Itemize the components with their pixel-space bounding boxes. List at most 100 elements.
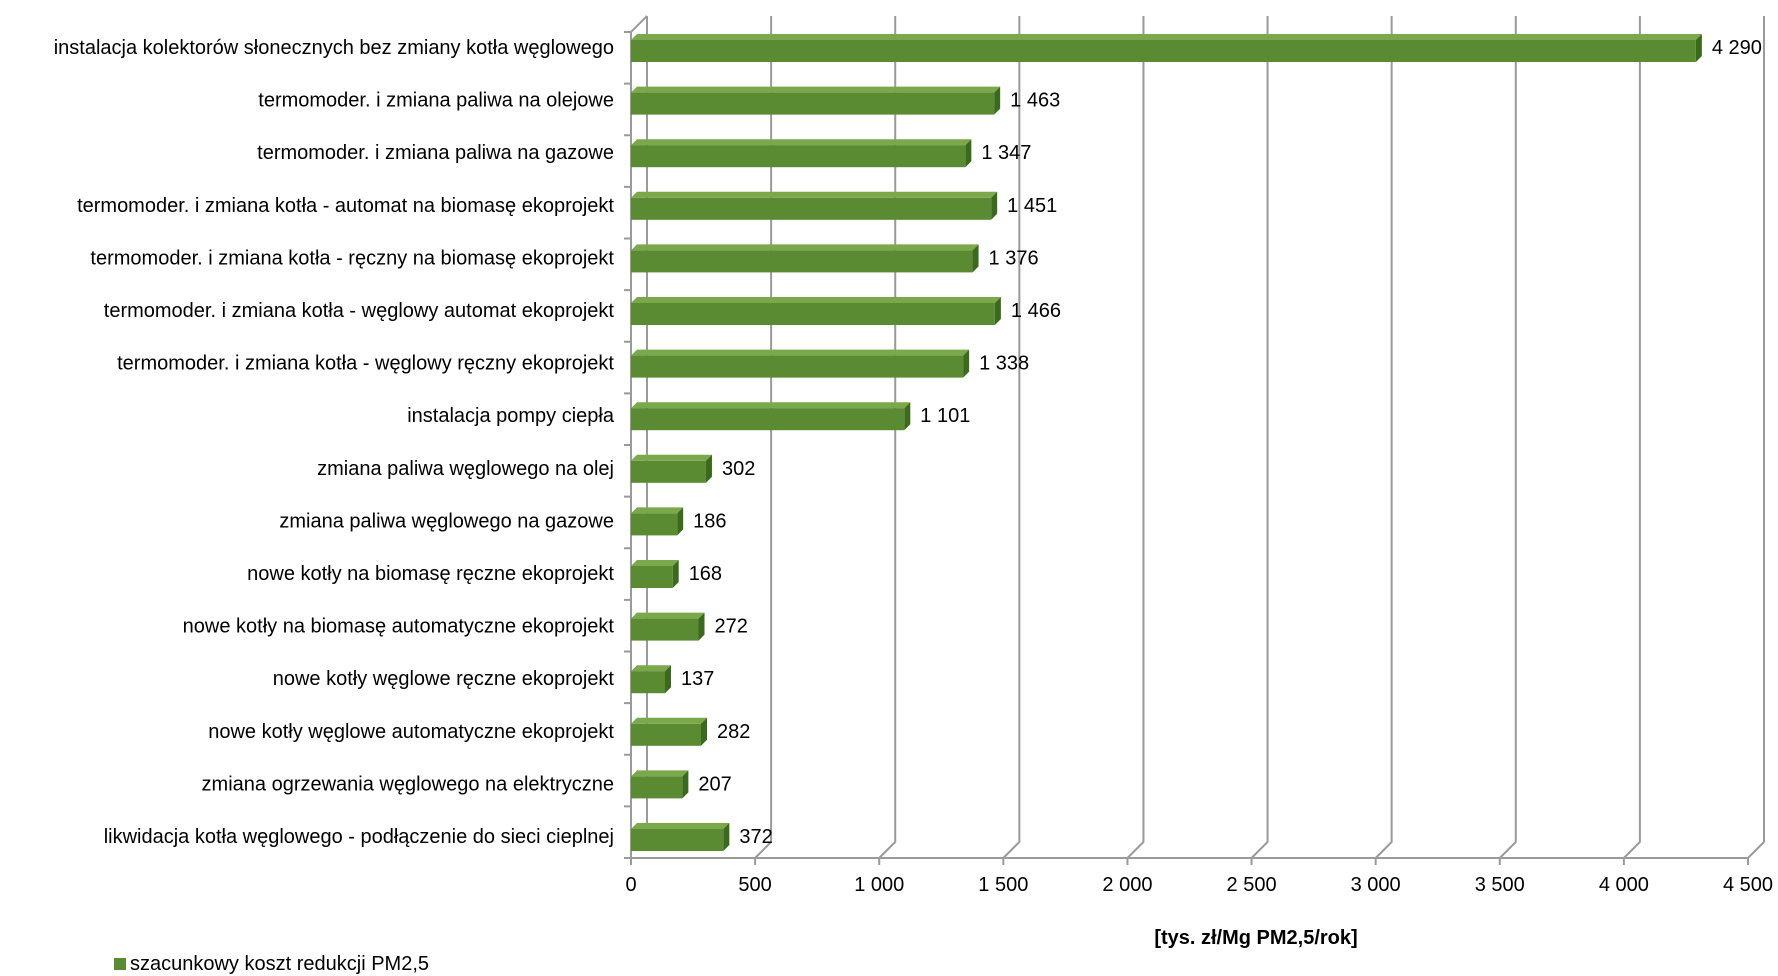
bar [631,408,905,431]
bar-value-label: 272 [715,616,748,638]
legend-label: szacunkowy koszt redukcji PM2,5 [130,953,429,975]
category-label: termomoder. i zmiana kotła - węglowy aut… [104,300,615,322]
bar-value-label: 4 290 [1712,37,1762,59]
bar [631,671,666,694]
bar-value-label: 1 451 [1007,195,1057,217]
x-tick-label: 3 000 [1351,874,1401,896]
x-tick-label: 3 500 [1475,874,1525,896]
bar-top-face [631,139,972,146]
x-gridline [1499,16,1517,859]
bar-side-face [677,507,684,536]
labels-layer: 4 290 instalacja kolektorów słonecznych b… [54,37,1762,848]
bar [631,355,964,378]
bar-value-label: 1 376 [989,247,1039,269]
bar-top-face [631,297,1001,303]
category-label: termomoder. i zmiana paliwa na gazowe [257,142,614,164]
category-label: termomoder. i zmiana kotła - ręczny na b… [90,247,614,269]
bar [631,303,995,325]
bar-value-label: 137 [681,668,714,690]
bar-top-face [631,86,1001,93]
bar [631,566,673,588]
bar-value-label: 302 [722,458,755,480]
x-tick-label: 1 500 [978,874,1028,896]
category-label: instalacja pompy ciepła [407,405,615,427]
category-label: nowe kotły węglowe ręczne ekoprojekt [273,668,615,690]
bar-side-face [1695,34,1702,62]
bar-side-face [705,454,712,483]
x-gridline [1747,16,1765,859]
x-gridline [754,16,773,859]
bar-top-face [631,402,911,409]
category-label: zmiana paliwa węglowego na gazowe [279,510,614,532]
bar-side-face [965,139,972,168]
bars-layer [631,34,1702,851]
bar-side-face [665,665,672,694]
bar [631,618,699,641]
bar-value-label: 186 [693,510,726,532]
bar-side-face [682,770,689,799]
category-label: termomoder. i zmiana kotła - automat na … [77,195,614,217]
bar-top-face [631,665,672,672]
bar-value-label: 168 [689,563,722,585]
bar-top-face [631,34,1702,40]
x-tick-label: 1 000 [854,874,904,896]
bar-value-label: 1 338 [979,353,1029,375]
x-gridline [1623,16,1641,859]
legend: szacunkowy koszt redukcji PM2,5 [114,953,429,975]
bar-side-face [991,191,998,220]
category-label: termomoder. i zmiana paliwa na olejowe [258,90,614,112]
x-gridline [878,16,897,859]
bar-top-face [631,349,970,356]
bar [631,145,966,168]
bar [631,250,973,273]
bar-side-face [963,349,970,378]
bar-value-label: 1 347 [981,142,1031,164]
bar-top-face [631,454,712,461]
bar [631,829,724,851]
bar-top-face [631,770,689,777]
bar-value-label: 1 466 [1011,300,1061,322]
bar-value-label: 1 463 [1010,90,1060,112]
bar-value-label: 282 [717,721,750,743]
bar-side-face [700,717,707,746]
bar-side-face [994,86,1001,115]
bar [631,513,678,536]
x-tick-label: 4 000 [1599,874,1649,896]
category-label: zmiana ogrzewania węglowego na elektrycz… [202,773,614,795]
x-tick-label: 4 500 [1723,874,1773,896]
category-label: nowe kotły na biomasę ręczne ekoprojekt [247,563,614,585]
bar-value-label: 1 101 [920,405,970,427]
category-label: instalacja kolektorów słonecznych bez zm… [54,37,614,59]
bar-top-face [631,244,979,251]
bar-value-label: 372 [739,826,772,848]
x-gridline [1126,16,1145,859]
category-label: nowe kotły na biomasę automatyczne ekopr… [183,616,615,638]
legend-swatch [114,958,126,970]
x-tick-label: 500 [738,874,771,896]
ticks-layer: 0 500 1 000 1 500 2 000 2 500 3 000 3 500 4 000 4… [625,874,1773,896]
x-gridline [1002,16,1021,859]
category-label: likwidacja kotła węglowego - podłączenie… [104,826,614,848]
bar [631,723,701,746]
bar-side-face [994,297,1001,325]
y-axis-top-corner [630,15,648,33]
bar-top-face [631,560,679,566]
bar-value-label: 207 [698,773,731,795]
category-label: zmiana paliwa węglowego na olej [317,458,614,480]
x-tick-label: 2 500 [1227,874,1277,896]
bar-top-face [631,191,998,198]
grid-layer [624,15,1765,865]
bar-side-face [672,560,679,588]
category-label: termomoder. i zmiana kotła - węglowy ręc… [117,353,614,375]
bar [631,460,706,483]
x-gridline [1250,16,1269,859]
bar-side-face [904,402,911,431]
bar-top-face [631,507,684,514]
bar [631,197,992,220]
category-label: nowe kotły węglowe automatyczne ekoproje… [208,721,614,743]
x-tick-label: 2 000 [1102,874,1152,896]
bar [631,40,1696,62]
bar-side-face [972,244,979,273]
bar-top-face [631,612,705,619]
